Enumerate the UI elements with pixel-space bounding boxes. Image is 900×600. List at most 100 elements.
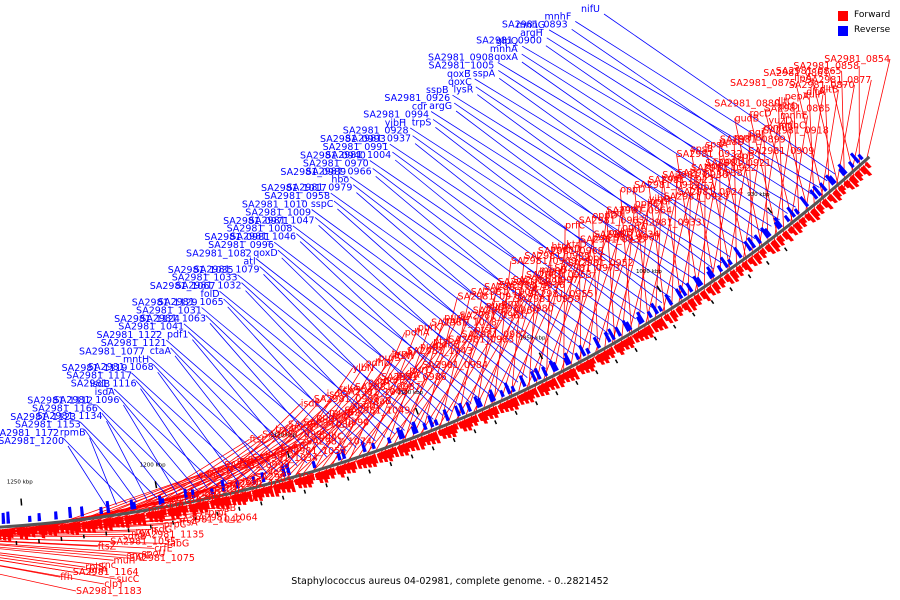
reverse-leader-line bbox=[113, 388, 218, 487]
forward-feature bbox=[617, 341, 626, 352]
forward-gene-label: purK bbox=[418, 323, 441, 334]
forward-feature bbox=[642, 327, 650, 336]
forward-feature bbox=[471, 415, 479, 426]
forward-feature bbox=[564, 370, 572, 379]
forward-leader-line bbox=[238, 386, 356, 498]
minor-tick bbox=[105, 531, 108, 536]
forward-gene-label: dltB bbox=[820, 85, 839, 96]
reverse-leader-line bbox=[452, 94, 723, 264]
forward-feature bbox=[426, 433, 433, 442]
reverse-feature bbox=[849, 152, 861, 164]
forward-feature bbox=[346, 462, 353, 470]
reverse-gene-label: SA2981_1031 bbox=[136, 305, 202, 316]
reverse-gene-label: SA2981_1035 bbox=[168, 265, 234, 276]
forward-feature bbox=[16, 527, 21, 536]
reverse-feature bbox=[340, 448, 347, 460]
forward-feature bbox=[828, 193, 838, 204]
reverse-feature bbox=[183, 488, 189, 501]
forward-gene-label: arcD bbox=[211, 465, 233, 476]
forward-gene-label: SA2981_0990 bbox=[303, 418, 369, 429]
forward-feature bbox=[102, 518, 108, 531]
reverse-leader-line bbox=[372, 168, 601, 340]
reverse-feature bbox=[657, 305, 664, 313]
forward-gene-label: dltA bbox=[806, 87, 825, 98]
forward-feature bbox=[457, 421, 464, 429]
reverse-feature bbox=[614, 326, 622, 337]
forward-feature bbox=[344, 462, 352, 474]
forward-gene-label: SA2981_0975 bbox=[484, 282, 550, 293]
reverse-feature bbox=[157, 495, 163, 505]
minor-tick bbox=[614, 359, 619, 364]
reverse-leader-line bbox=[430, 111, 697, 281]
forward-gene-label: clpY bbox=[104, 579, 124, 590]
reverse-gene-label: sspA bbox=[473, 68, 496, 79]
reverse-feature bbox=[458, 402, 466, 415]
reverse-feature bbox=[678, 284, 688, 297]
forward-gene-label: rlmI bbox=[501, 299, 520, 310]
forward-leader-line bbox=[793, 101, 800, 225]
forward-feature bbox=[758, 249, 768, 259]
reverse-gene-label: SA2981_1082 bbox=[186, 249, 252, 260]
reverse-feature bbox=[692, 275, 702, 288]
forward-gene-label: ptsI bbox=[433, 336, 451, 347]
forward-gene-label: dltD bbox=[779, 102, 799, 113]
reverse-feature bbox=[499, 389, 505, 398]
forward-leader-line bbox=[709, 156, 735, 291]
forward-leader-line bbox=[551, 239, 581, 384]
forward-leader-line bbox=[456, 286, 485, 428]
forward-gene-label: purM bbox=[316, 413, 340, 424]
forward-feature bbox=[596, 353, 606, 365]
reverse-leader-line bbox=[455, 110, 689, 287]
minor-tick bbox=[452, 437, 456, 443]
reverse-leader-line bbox=[219, 290, 396, 435]
forward-leader-line bbox=[778, 106, 785, 237]
reverse-leader-line bbox=[209, 323, 328, 458]
forward-gene-label: trxA bbox=[275, 425, 295, 436]
forward-gene-label: SA2981_0865 bbox=[776, 66, 842, 77]
minor-tick bbox=[747, 274, 752, 279]
forward-feature bbox=[665, 313, 674, 324]
reverse-feature bbox=[1, 512, 6, 524]
minor-tick bbox=[389, 462, 393, 467]
forward-leader-line bbox=[0, 552, 102, 566]
forward-gene-label: SA2981_0854 bbox=[824, 54, 890, 65]
reverse-leader-line bbox=[498, 70, 756, 240]
reverse-gene-label: SA2981_1117 bbox=[66, 371, 132, 382]
forward-feature bbox=[499, 402, 506, 410]
reverse-gene-label: cdr bbox=[412, 102, 427, 113]
reverse-leader-line bbox=[521, 61, 764, 233]
reverse-gene-label: qoxB bbox=[447, 69, 471, 80]
reverse-gene-label: SA2981_1123 bbox=[10, 412, 76, 423]
forward-feature bbox=[486, 408, 494, 419]
minor-tick bbox=[514, 410, 518, 416]
forward-feature bbox=[433, 431, 441, 444]
forward-leader-line bbox=[834, 84, 855, 196]
forward-feature bbox=[525, 390, 535, 403]
reverse-leader-line bbox=[314, 217, 519, 383]
forward-leader-line bbox=[654, 177, 664, 327]
forward-feature bbox=[362, 456, 369, 465]
forward-feature bbox=[657, 318, 665, 327]
minor-tick bbox=[281, 495, 285, 500]
reverse-feature bbox=[828, 175, 837, 185]
forward-feature bbox=[798, 218, 808, 228]
forward-feature bbox=[466, 417, 474, 427]
reverse-gene-label: SA2981_1122 bbox=[96, 330, 162, 341]
forward-gene-label: oppB bbox=[609, 227, 633, 238]
forward-gene-label: dltC bbox=[775, 97, 794, 108]
forward-feature bbox=[640, 328, 650, 340]
forward-gene-label: spoU bbox=[142, 548, 166, 559]
forward-gene-label: yjbO bbox=[649, 194, 671, 205]
reverse-feature bbox=[386, 437, 392, 444]
forward-gene-label: pdhB bbox=[435, 339, 460, 350]
reverse-gene-label: SA2981_0981 bbox=[204, 232, 270, 243]
forward-feature bbox=[488, 407, 495, 416]
forward-feature bbox=[856, 169, 864, 178]
forward-gene-label: SA2981_1060 bbox=[189, 494, 255, 505]
reverse-feature bbox=[465, 401, 472, 413]
forward-gene-label: pycA bbox=[396, 370, 420, 381]
forward-gene-label: rplS bbox=[85, 562, 104, 573]
forward-gene-label: SA2981_0858 bbox=[793, 61, 859, 72]
forward-feature bbox=[493, 405, 500, 415]
